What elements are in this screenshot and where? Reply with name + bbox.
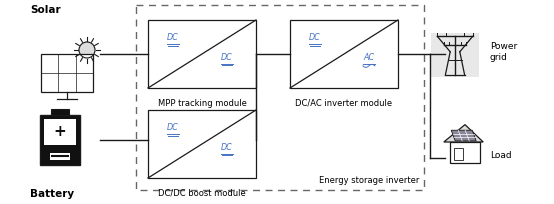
Bar <box>431 33 479 77</box>
Bar <box>41 54 93 92</box>
Bar <box>450 142 480 163</box>
Text: Load: Load <box>490 151 512 160</box>
Text: DC: DC <box>309 33 321 42</box>
Circle shape <box>79 42 95 58</box>
Text: MPP tracking module: MPP tracking module <box>157 99 247 108</box>
Text: DC/DC boost module: DC/DC boost module <box>158 189 246 198</box>
Bar <box>290 20 398 88</box>
Text: DC: DC <box>221 143 233 152</box>
Bar <box>50 153 70 160</box>
Polygon shape <box>451 130 476 141</box>
Bar <box>40 115 80 165</box>
Text: DC: DC <box>167 123 179 132</box>
Bar <box>148 110 256 178</box>
Polygon shape <box>444 125 483 142</box>
Text: Battery: Battery <box>30 189 74 199</box>
Text: Energy storage inverter: Energy storage inverter <box>319 176 419 185</box>
Text: DC: DC <box>167 33 179 42</box>
Text: DC/AC inverter module: DC/AC inverter module <box>295 99 393 108</box>
Bar <box>44 119 75 145</box>
Bar <box>148 20 256 88</box>
Text: +: + <box>54 124 66 140</box>
Bar <box>51 109 69 115</box>
Text: DC: DC <box>221 53 233 62</box>
Bar <box>454 148 463 160</box>
Bar <box>136 5 424 190</box>
Text: Power
grid: Power grid <box>490 42 517 62</box>
Text: Solar: Solar <box>30 5 60 15</box>
Text: AC: AC <box>363 53 375 62</box>
